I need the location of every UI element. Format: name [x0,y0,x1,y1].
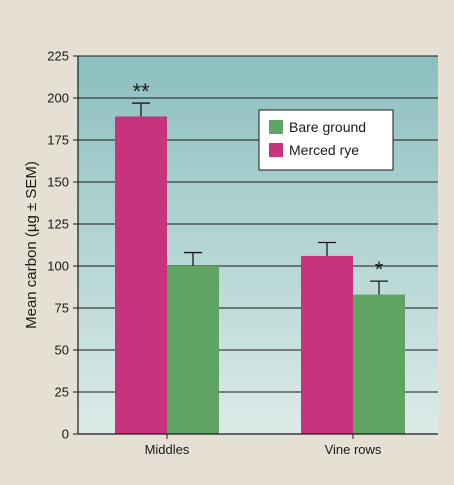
significance-marker: ** [132,79,150,104]
y-tick-label: 175 [47,133,69,148]
annotations: *** [132,79,383,282]
error-bars [132,102,388,295]
y-tick-label: 50 [55,343,69,358]
y-tick-label: 75 [55,301,69,316]
legend: Bare ground Merced rye [258,109,394,171]
y-tick-labels: 0 25 50 75 100 125 150 175 200 225 [47,49,69,442]
bar-bare-ground [353,294,405,434]
x-tick-label: Vine rows [325,442,382,457]
x-tick-labels: Middles Vine rows [145,442,382,457]
y-tick-label: 200 [47,91,69,106]
bars [115,116,405,434]
legend-swatch [269,120,283,134]
x-tick-label: Middles [145,442,190,457]
significance-marker: * [375,257,384,282]
y-tick-label: 150 [47,175,69,190]
y-tick-label: 225 [47,49,69,64]
y-tick-label: 25 [55,385,69,400]
y-tick-label: 125 [47,217,69,232]
bar-merced-rye [301,255,353,434]
axes [73,55,438,439]
y-tick-label: 0 [62,427,69,442]
bar-merced-rye [115,116,167,434]
bar-bare-ground [167,266,219,434]
y-axis-label: Mean carbon (µg ± SEM) [23,161,40,329]
legend-label: Bare ground [289,119,366,135]
legend-label: Merced rye [289,142,359,158]
y-tick-label: 100 [47,259,69,274]
legend-swatch [269,143,283,157]
